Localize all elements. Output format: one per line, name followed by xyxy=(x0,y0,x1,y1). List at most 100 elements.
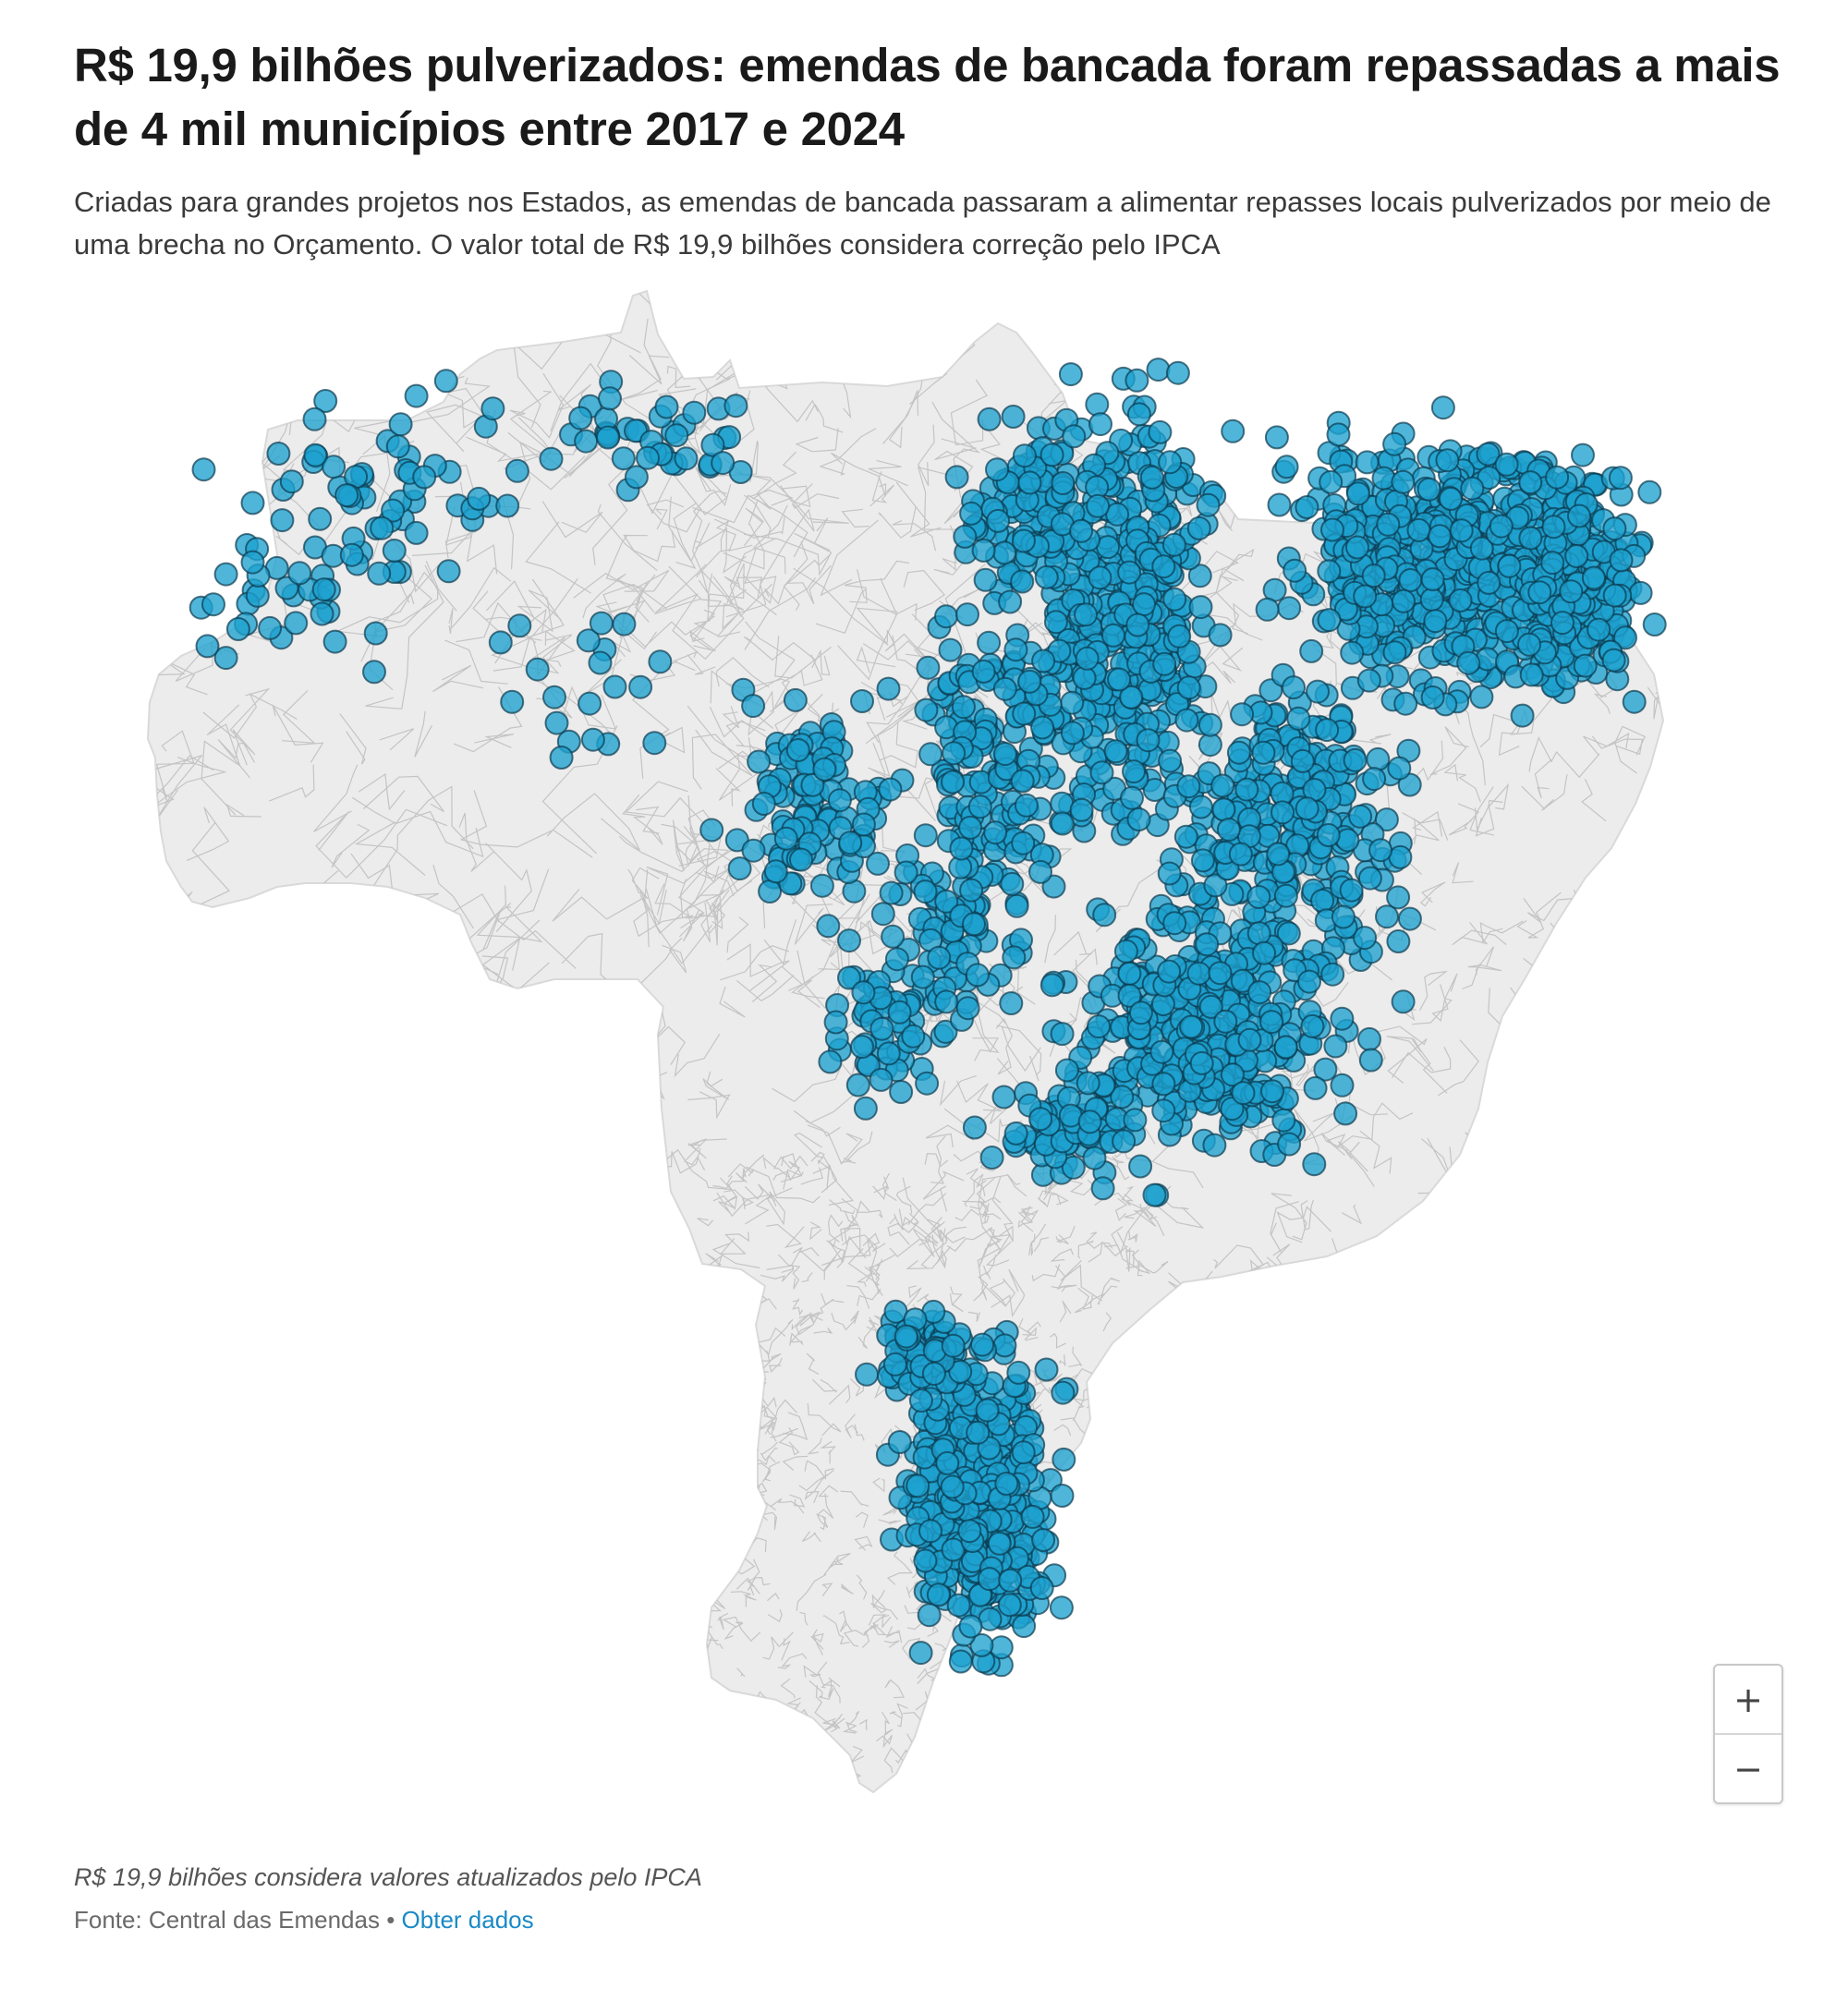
municipality-border xyxy=(758,291,802,309)
municipality-border xyxy=(1529,1175,1550,1198)
municipality-marker xyxy=(1564,544,1589,568)
municipality-border xyxy=(1110,1674,1120,1694)
municipality-border xyxy=(675,839,700,862)
municipality-border xyxy=(1412,810,1442,837)
municipality-border xyxy=(881,1614,892,1629)
municipality-marker xyxy=(1391,989,1416,1014)
municipality-marker xyxy=(1290,748,1315,773)
municipality-border xyxy=(1065,1730,1092,1751)
municipality-border xyxy=(850,1745,865,1764)
municipality-border xyxy=(208,321,304,362)
separator: • xyxy=(379,1906,402,1934)
municipality-marker xyxy=(568,406,593,431)
municipality-border xyxy=(720,1533,746,1557)
municipality-border xyxy=(362,434,391,513)
municipality-marker xyxy=(977,406,1002,431)
municipality-marker xyxy=(1255,597,1280,622)
municipality-marker xyxy=(971,659,996,684)
chart-subtitle: Criadas para grandes projetos nos Estado… xyxy=(74,186,1771,261)
municipality-marker xyxy=(549,746,574,770)
municipality-marker xyxy=(1406,517,1431,542)
municipality-border xyxy=(766,1223,805,1249)
municipality-border xyxy=(888,390,919,449)
municipality-marker xyxy=(574,429,599,454)
municipality-border xyxy=(791,1312,815,1331)
municipality-border xyxy=(1016,1723,1030,1750)
municipality-border xyxy=(805,1120,841,1137)
municipality-marker xyxy=(580,727,605,752)
municipality-marker xyxy=(334,483,359,508)
municipality-border xyxy=(892,520,937,552)
municipality-border xyxy=(715,519,753,552)
municipality-border xyxy=(1359,1130,1392,1174)
municipality-border xyxy=(829,1199,856,1215)
zoom-in-button[interactable]: + xyxy=(1733,1679,1763,1720)
municipality-border xyxy=(781,1638,791,1661)
map-area[interactable] xyxy=(0,277,1848,1848)
municipality-border xyxy=(705,1253,723,1267)
municipality-border xyxy=(687,654,716,675)
municipality-marker xyxy=(1012,443,1037,468)
municipality-marker xyxy=(1142,1182,1167,1207)
municipality-border xyxy=(981,1677,999,1692)
municipality-border xyxy=(339,713,367,765)
municipality-border xyxy=(582,573,655,619)
municipality-marker xyxy=(1303,1075,1328,1100)
municipality-border xyxy=(1571,1110,1602,1136)
municipality-border xyxy=(696,849,735,868)
municipality-marker xyxy=(879,880,904,905)
municipality-border xyxy=(711,1267,731,1278)
municipality-border xyxy=(1047,1742,1071,1757)
get-data-link[interactable]: Obter dados xyxy=(401,1906,534,1934)
municipality-border xyxy=(1632,817,1663,856)
municipality-border xyxy=(636,806,660,834)
municipality-marker xyxy=(1358,1048,1383,1073)
municipality-marker xyxy=(957,1519,982,1544)
municipality-border xyxy=(746,1166,821,1204)
municipality-marker xyxy=(998,1568,1023,1593)
zoom-out-button[interactable]: − xyxy=(1715,1733,1781,1802)
municipality-marker xyxy=(1010,769,1035,794)
municipality-marker xyxy=(741,838,766,863)
municipality-marker xyxy=(310,601,334,626)
municipality-border xyxy=(476,885,543,943)
municipality-border xyxy=(742,548,777,604)
municipality-marker xyxy=(1113,939,1138,964)
municipality-border xyxy=(546,793,640,851)
municipality-marker xyxy=(322,629,347,654)
municipality-border xyxy=(865,1266,883,1296)
municipality-border xyxy=(1044,915,1056,964)
municipality-border xyxy=(1526,1134,1553,1169)
municipality-border xyxy=(804,1460,834,1481)
municipality-border xyxy=(693,609,741,637)
municipality-border xyxy=(1509,1067,1547,1110)
municipality-border xyxy=(595,583,667,613)
municipality-border xyxy=(889,1222,939,1258)
municipality-marker xyxy=(1003,637,1028,662)
brazil-map[interactable] xyxy=(0,277,1848,1848)
municipality-border xyxy=(225,803,261,818)
municipality-border xyxy=(1501,1177,1553,1234)
municipality-border xyxy=(787,564,832,605)
municipality-border xyxy=(1141,1627,1151,1642)
municipality-border xyxy=(991,1268,1026,1317)
municipality-marker xyxy=(1186,515,1211,540)
municipality-border xyxy=(1415,361,1453,392)
municipality-marker xyxy=(823,1010,848,1035)
municipality-marker xyxy=(225,617,250,641)
municipality-marker xyxy=(1628,580,1653,605)
municipality-marker xyxy=(1320,517,1344,542)
municipality-border xyxy=(929,1702,946,1727)
municipality-border xyxy=(1462,1240,1531,1266)
municipality-border xyxy=(718,1347,747,1376)
municipality-border xyxy=(713,1408,734,1425)
municipality-border xyxy=(981,1687,990,1708)
municipality-marker xyxy=(1132,592,1156,617)
municipality-border xyxy=(966,1168,986,1197)
municipality-marker xyxy=(1386,885,1411,910)
municipality-border xyxy=(695,528,747,574)
municipality-border xyxy=(322,329,382,377)
municipality-marker xyxy=(1012,1614,1037,1639)
municipality-marker xyxy=(542,685,566,709)
municipality-marker xyxy=(240,491,265,515)
